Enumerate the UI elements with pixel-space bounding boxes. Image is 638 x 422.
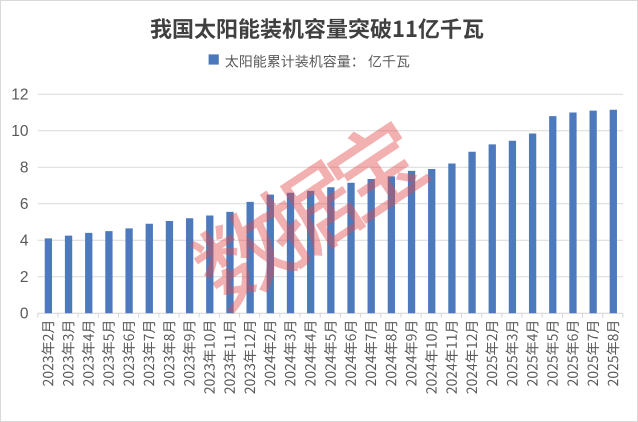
svg-text:0: 0 (20, 305, 29, 322)
svg-text:8: 8 (20, 159, 29, 176)
svg-text:2: 2 (20, 269, 29, 286)
svg-text:12: 12 (11, 86, 28, 103)
svg-text:10: 10 (11, 123, 29, 140)
svg-text:4: 4 (20, 232, 29, 249)
svg-text:6: 6 (20, 196, 29, 213)
